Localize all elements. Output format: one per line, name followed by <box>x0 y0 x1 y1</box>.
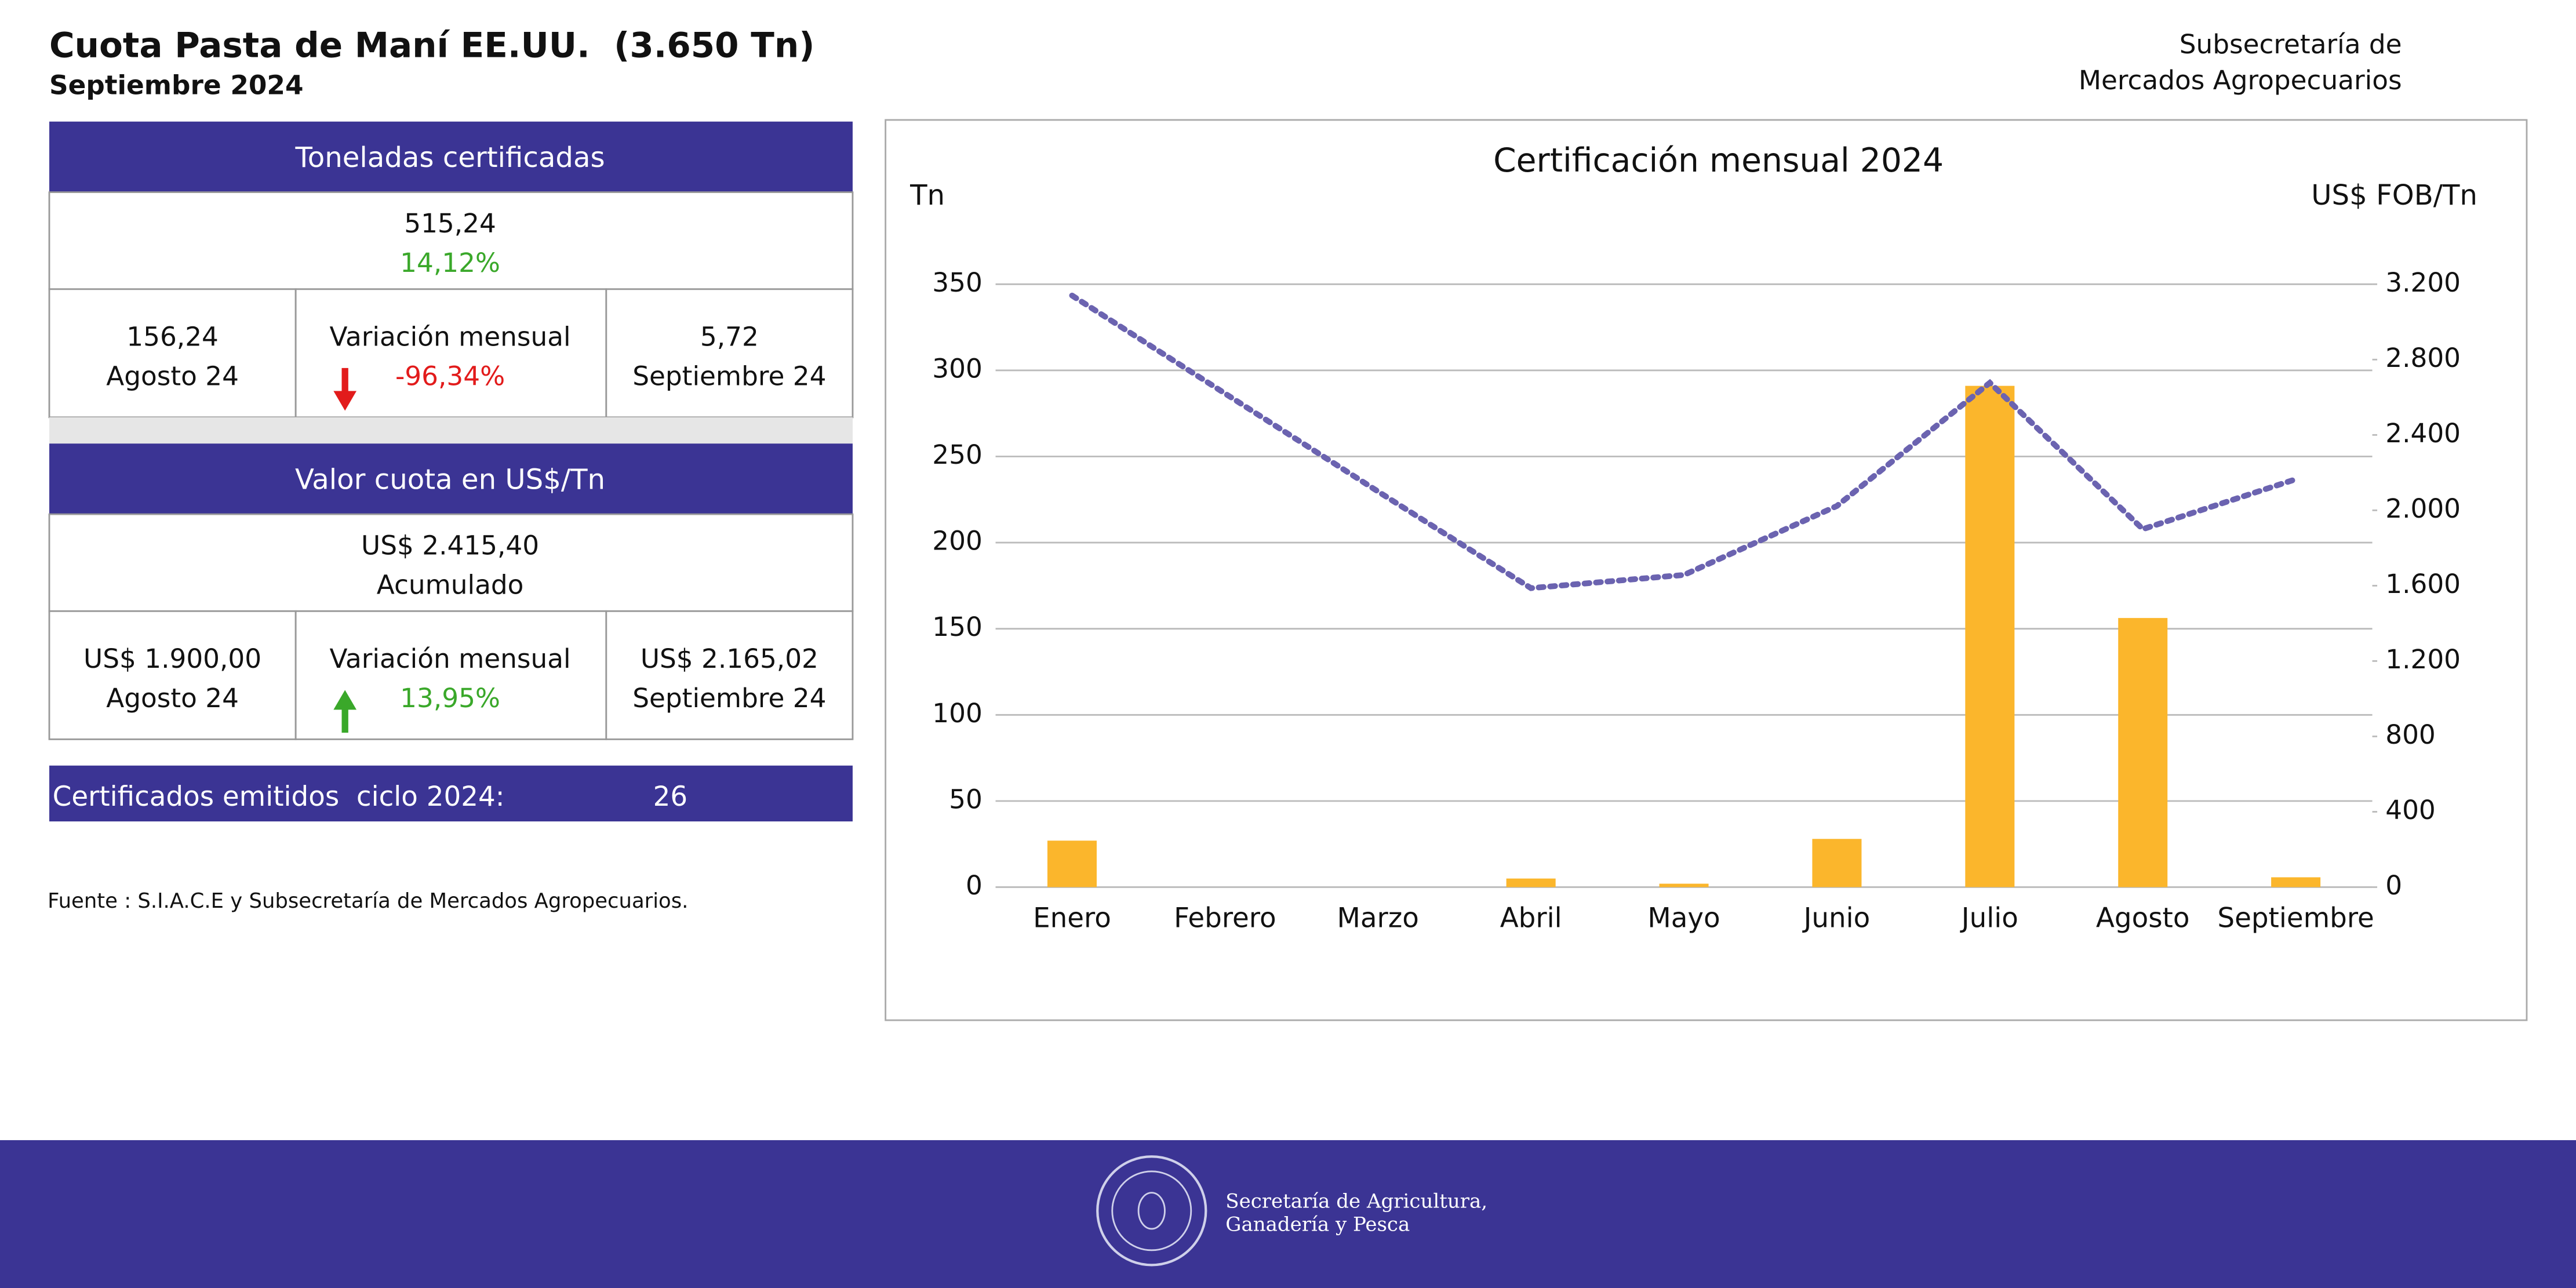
label: Septiembre 24 <box>632 683 826 714</box>
source: Fuente : S.I.A.C.E y Subsecretaría de Me… <box>48 889 688 913</box>
bar <box>2271 877 2321 887</box>
value: US$ 2.165,02 <box>641 643 818 674</box>
heading: Toneladas certificadas <box>295 141 605 174</box>
y2-tick-label: 2.000 <box>2385 493 2461 524</box>
panel-header <box>49 121 853 192</box>
cell <box>605 610 854 740</box>
y-tick-label: 100 <box>932 698 983 729</box>
panel-header <box>49 443 853 515</box>
org: Mercados Agropecuarios <box>2079 65 2402 96</box>
logo <box>1096 1155 1207 1267</box>
arrow-down <box>333 368 357 411</box>
x-tick-label: Abril <box>1500 903 1562 934</box>
line <box>1069 292 2299 591</box>
chart-frame <box>885 119 2528 1021</box>
y-tick-label: 50 <box>949 784 983 814</box>
logo <box>1111 1170 1192 1251</box>
bar <box>1506 878 1556 887</box>
x-tick-label: Febrero <box>1174 903 1276 934</box>
bar <box>1965 385 2015 887</box>
separator <box>49 417 853 444</box>
footer <box>0 1140 2576 1288</box>
label: Acumulado <box>377 569 524 600</box>
y2-axis-title: US$ FOB/Tn <box>2311 179 2477 212</box>
cell <box>48 288 297 419</box>
value: US$ 2.415,40 <box>361 530 539 561</box>
label: Septiembre 24 <box>632 361 826 391</box>
x-tick-label: Julio <box>1960 903 2018 934</box>
y2-tick-label: 400 <box>2385 795 2436 825</box>
y-tick-label: 150 <box>932 612 983 642</box>
org: Subsecretaría de <box>2180 29 2402 60</box>
x-tick-label: Marzo <box>1337 903 1419 934</box>
y-tick-label: 350 <box>932 267 983 298</box>
y-tick-label: 200 <box>932 526 983 556</box>
logo <box>1137 1192 1166 1230</box>
variation: 13,95% <box>400 683 500 714</box>
bar <box>2118 618 2168 887</box>
subtitle: Septiembre 2024 <box>49 70 303 101</box>
y-tick-label: 0 <box>966 870 983 901</box>
certificates-bar <box>49 765 853 822</box>
bar <box>1047 841 1097 887</box>
cell <box>48 513 854 612</box>
y-tick-label: 300 <box>932 353 983 384</box>
y2-tick-label: 2.800 <box>2385 343 2461 373</box>
variation: -96,34% <box>395 361 505 391</box>
y-axis-title: Tn <box>909 179 945 212</box>
x-tick-label: Enero <box>1033 903 1111 934</box>
value: 5,72 <box>700 321 759 352</box>
value: 156,24 <box>126 321 219 352</box>
x-tick-label: Septiembre <box>2217 903 2374 934</box>
label: Agosto 24 <box>106 361 239 391</box>
value: US$ 1.900,00 <box>83 643 261 674</box>
y2-tick-label: 2.400 <box>2385 418 2461 449</box>
label: Agosto 24 <box>106 683 239 714</box>
value: 515,24 <box>404 208 496 239</box>
chart-title: Certificación mensual 2024 <box>1493 141 1944 180</box>
y-tick-label: 250 <box>932 439 983 470</box>
y2-tick-label: 1.600 <box>2385 569 2461 599</box>
value: 26 <box>653 781 688 813</box>
label: Certificados emitidos ciclo 2024: <box>53 781 505 813</box>
heading: Valor cuota en US$/Tn <box>295 463 605 496</box>
arrow-up <box>333 690 357 733</box>
y2-tick-label: 800 <box>2385 719 2436 750</box>
cell <box>48 610 297 740</box>
cell <box>605 288 854 419</box>
x-tick-label: Mayo <box>1647 903 1720 934</box>
label: Variación mensual <box>329 321 570 352</box>
label: Variación mensual <box>329 643 570 674</box>
title: Cuota Pasta de Maní EE.UU. (3.650 Tn) <box>49 26 814 66</box>
share: 14,12% <box>400 248 500 278</box>
x-tick-label: Agosto <box>2096 903 2190 934</box>
y2-tick-label: 0 <box>2385 870 2402 901</box>
y2-tick-label: 1.200 <box>2385 644 2461 675</box>
bar <box>1659 883 1709 887</box>
footer-text: Ganadería y Pesca <box>1225 1213 1410 1236</box>
footer-text: Secretaría de Agricultura, <box>1225 1190 1487 1213</box>
cell <box>48 191 854 290</box>
bar <box>1812 839 1862 887</box>
y2-tick-label: 3.200 <box>2385 267 2461 298</box>
x-tick-label: Junio <box>1802 903 1871 934</box>
